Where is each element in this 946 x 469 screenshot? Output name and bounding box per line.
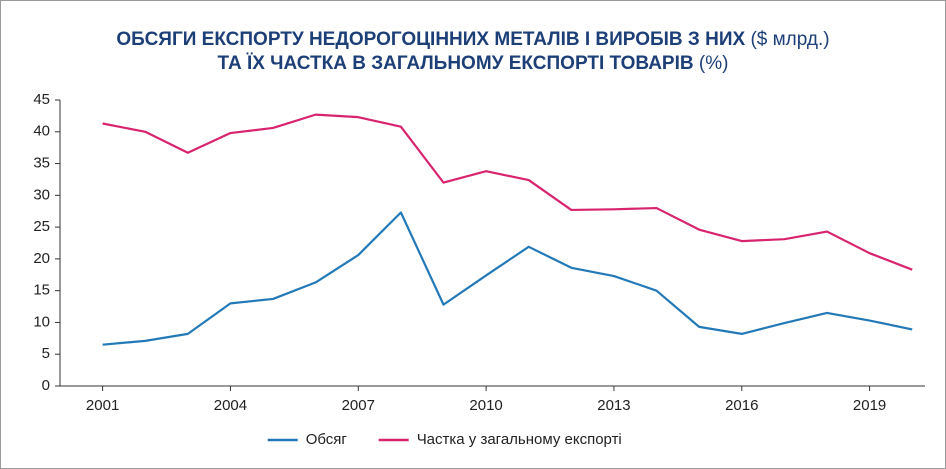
x-tick-label: 2007 xyxy=(342,397,375,414)
x-tick-label: 2010 xyxy=(469,397,502,414)
legend-label: Обсяг xyxy=(306,431,348,448)
x-tick-label: 2004 xyxy=(214,397,247,414)
title-text: ОБСЯГИ ЕКСПОРТУ НЕДОРОГОЦІННИХ МЕТАЛІВ І… xyxy=(116,29,745,50)
title-text: ТА ЇХ ЧАСТКА В ЗАГАЛЬНОМУ ЕКСПОРТІ ТОВАР… xyxy=(218,53,694,74)
y-tick-label: 30 xyxy=(33,186,50,203)
x-tick-label: 2016 xyxy=(725,397,758,414)
chart-title-line: ОБСЯГИ ЕКСПОРТУ НЕДОРОГОЦІННИХ МЕТАЛІВ І… xyxy=(116,29,829,50)
series-line xyxy=(102,113,913,271)
y-tick-label: 40 xyxy=(33,123,50,140)
title-unit: ($ млрд.) xyxy=(750,29,829,50)
y-tick-label: 45 xyxy=(33,91,50,108)
y-tick-label: 10 xyxy=(33,313,50,330)
y-tick-label: 35 xyxy=(33,155,50,172)
y-tick-label: 20 xyxy=(33,250,50,267)
title-unit: (%) xyxy=(699,53,729,74)
x-tick-label: 2019 xyxy=(853,397,886,414)
y-tick-label: 25 xyxy=(33,218,50,235)
series-line xyxy=(102,211,913,346)
x-tick-label: 2013 xyxy=(597,397,630,414)
legend-label: Частка у загальному експорті xyxy=(417,431,622,448)
y-tick-label: 15 xyxy=(33,282,50,299)
y-tick-label: 0 xyxy=(42,377,50,394)
x-tick-label: 2001 xyxy=(86,397,119,414)
chart-title-line: ТА ЇХ ЧАСТКА В ЗАГАЛЬНОМУ ЕКСПОРТІ ТОВАР… xyxy=(218,53,729,74)
y-tick-label: 5 xyxy=(42,345,50,362)
